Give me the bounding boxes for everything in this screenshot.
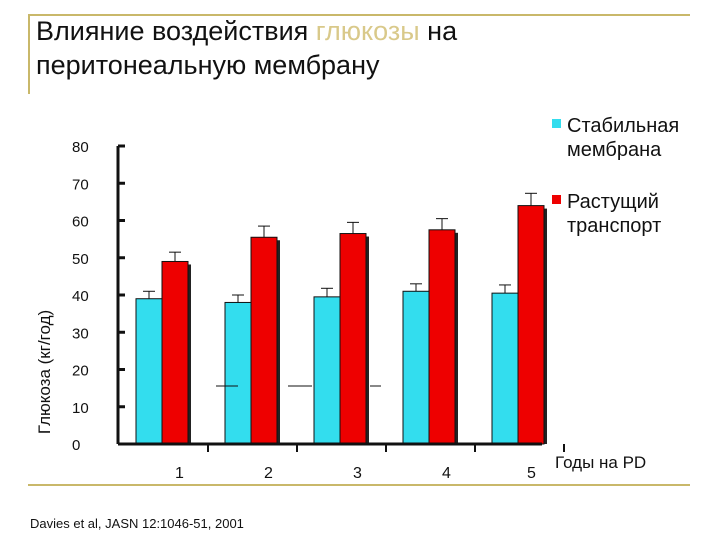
x-tick-label: 1 <box>175 465 184 482</box>
y-tick-label: 20 <box>72 363 89 380</box>
legend-swatch-growing <box>552 195 561 204</box>
x-axis-label: Годы на PD <box>555 453 646 472</box>
y-tick-label: 50 <box>72 251 89 268</box>
bar <box>402 290 430 445</box>
y-tick-label: 60 <box>72 214 89 231</box>
x-tick-label: 5 <box>527 465 536 482</box>
bar <box>161 260 189 445</box>
bar <box>428 229 456 445</box>
slide-title: Влияние воздействия глюкозы на перитонеа… <box>36 14 457 82</box>
legend-label-growing-line2: транспорт <box>567 215 662 237</box>
bar <box>491 292 519 445</box>
y-tick-label: 30 <box>72 325 89 342</box>
bar <box>313 296 341 445</box>
title-part2: на <box>419 16 458 46</box>
title-frame-left <box>28 14 30 94</box>
title-part1: Влияние воздействия <box>36 16 316 46</box>
y-tick-label: 0 <box>72 437 80 454</box>
y-tick-label: 70 <box>72 176 89 193</box>
y-axis-label: Глюкоза (кг/год) <box>35 310 54 434</box>
bottom-divider <box>28 484 690 486</box>
legend-swatch-stable <box>552 119 561 128</box>
legend-item-stable: Стабильная мембрана <box>552 114 679 162</box>
bar <box>224 301 252 445</box>
bar <box>135 298 163 445</box>
x-tick-label: 3 <box>353 465 362 482</box>
legend-label-stable-line1: Стабильная <box>567 115 680 137</box>
legend-label-stable-line2: мембрана <box>567 139 662 161</box>
legend-label-growing-line1: Растущий <box>567 191 659 213</box>
title-frame-top <box>28 14 690 16</box>
bar <box>517 205 545 445</box>
bar <box>339 233 367 445</box>
y-tick-label: 80 <box>72 139 89 156</box>
legend-item-growing: Растущий транспорт <box>552 190 661 238</box>
y-tick-label: 40 <box>72 288 89 305</box>
title-line2: перитонеальную мембрану <box>36 50 380 80</box>
title-highlight: глюкозы <box>315 16 420 46</box>
bar <box>250 236 278 445</box>
x-tick-label: 4 <box>442 465 451 482</box>
x-tick-label: 2 <box>264 465 273 482</box>
citation: Davies et al, JASN 12:1046-51, 2001 <box>30 516 244 531</box>
y-tick-label: 10 <box>72 400 89 417</box>
